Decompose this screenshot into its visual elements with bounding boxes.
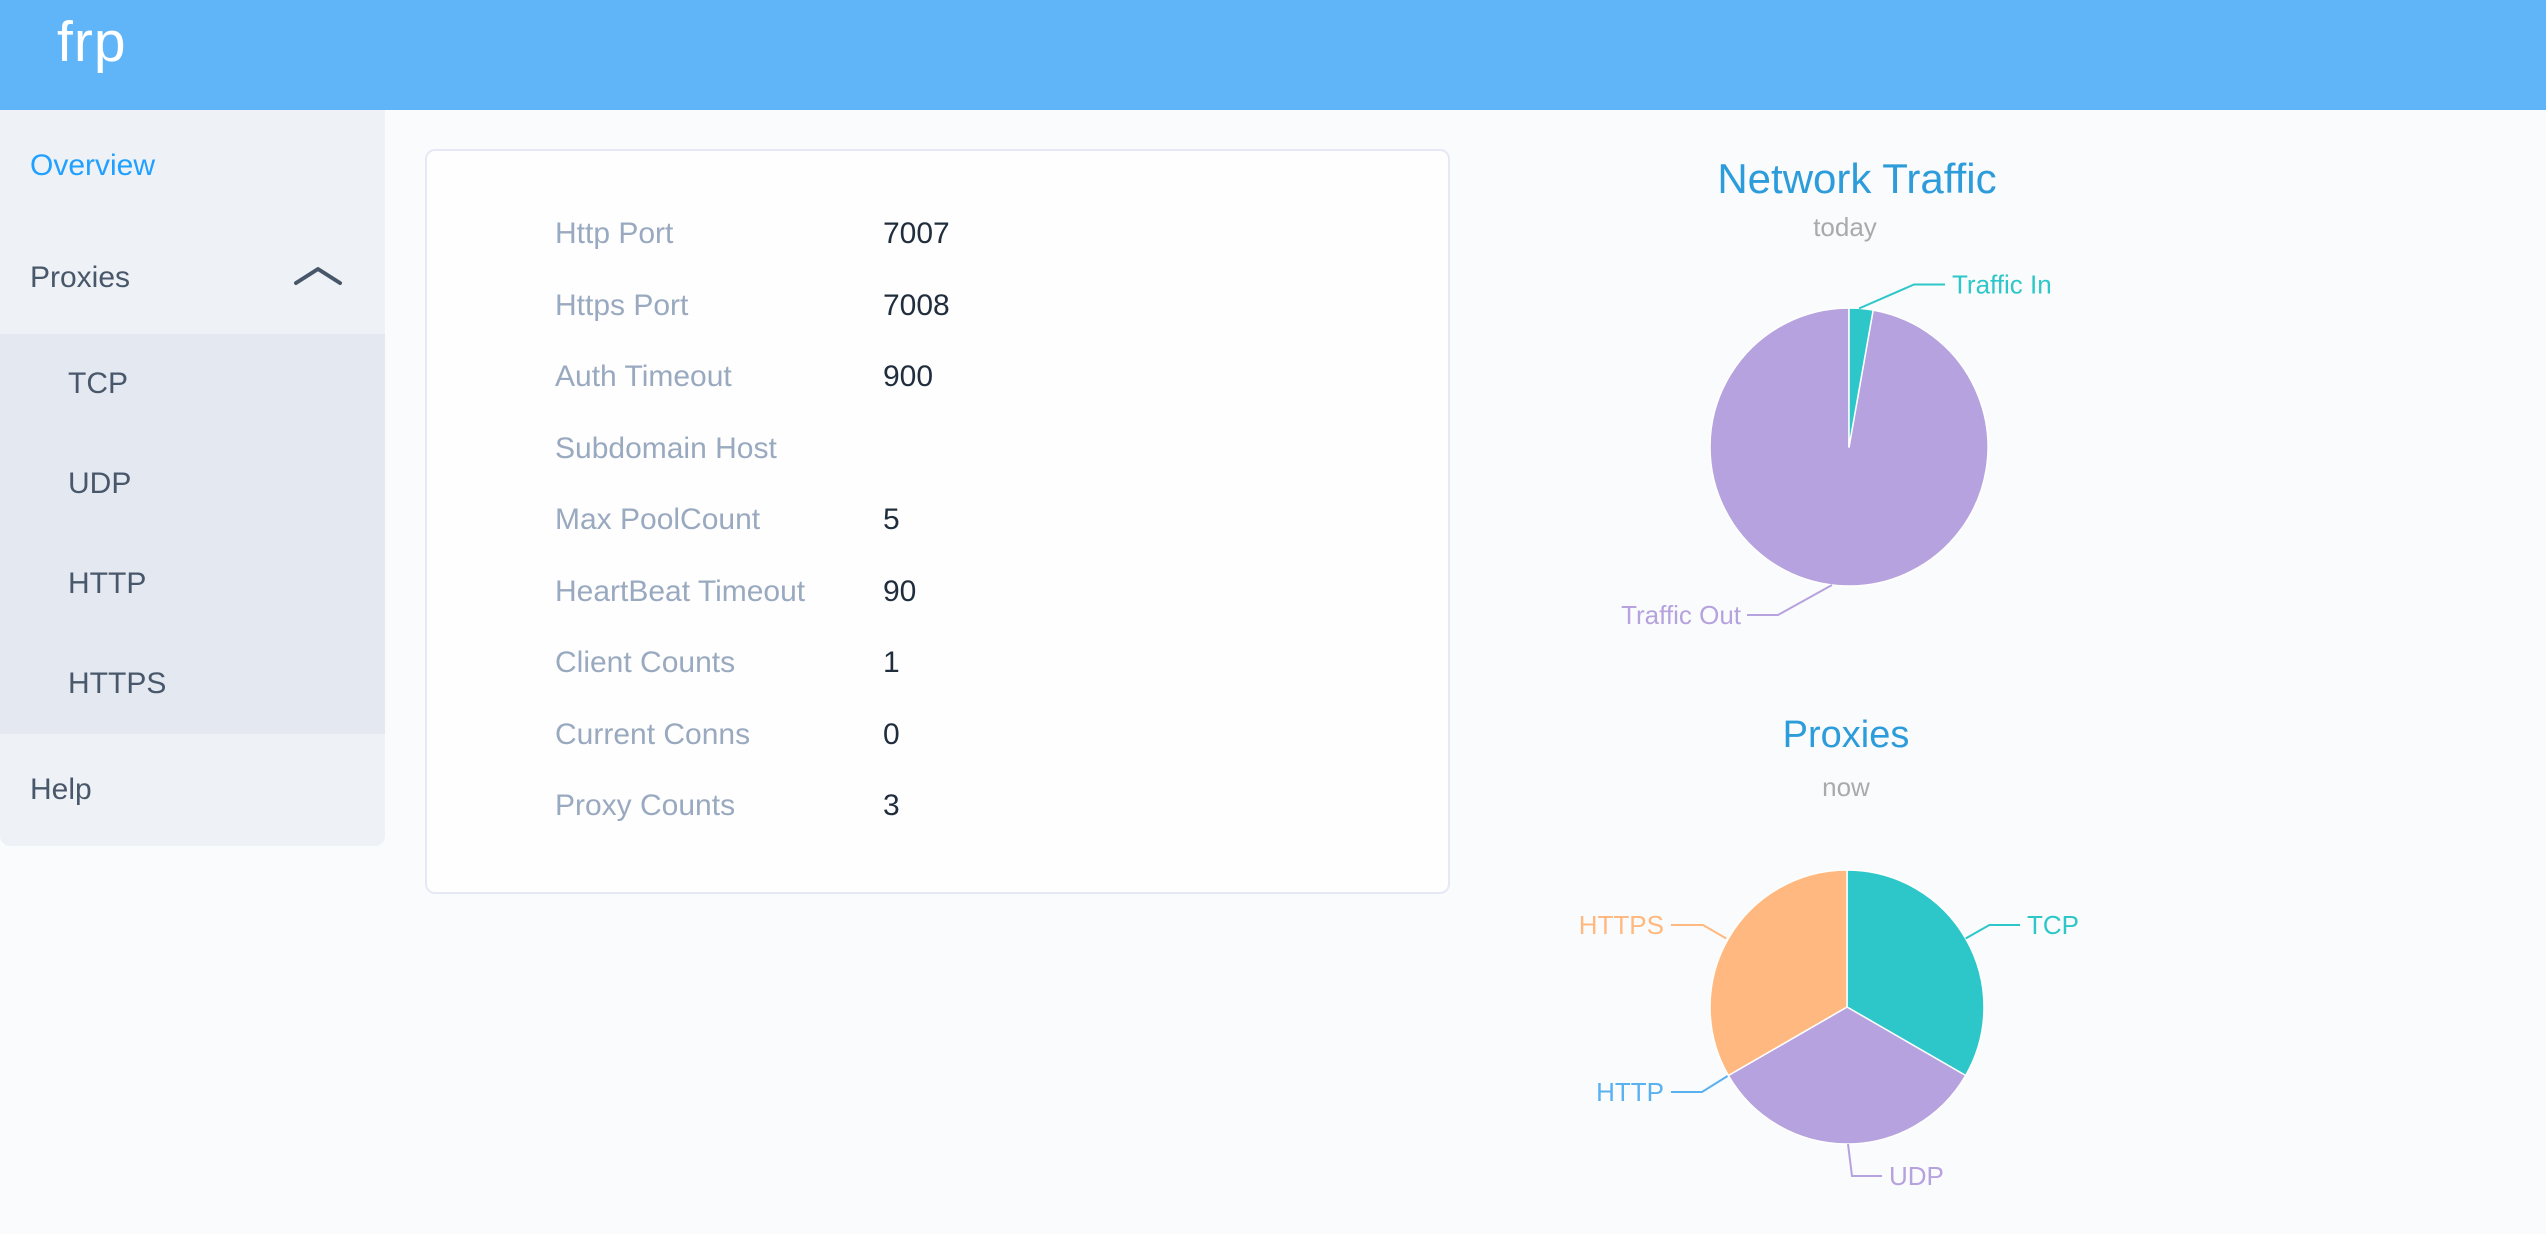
svg-text:TCP: TCP bbox=[2027, 910, 2079, 940]
svg-text:HTTP: HTTP bbox=[1596, 1077, 1664, 1107]
svg-text:Traffic In: Traffic In bbox=[1952, 270, 2052, 300]
svg-text:HTTPS: HTTPS bbox=[1579, 910, 1664, 940]
svg-text:Traffic Out: Traffic Out bbox=[1621, 600, 1742, 630]
svg-text:UDP: UDP bbox=[1889, 1161, 1944, 1191]
